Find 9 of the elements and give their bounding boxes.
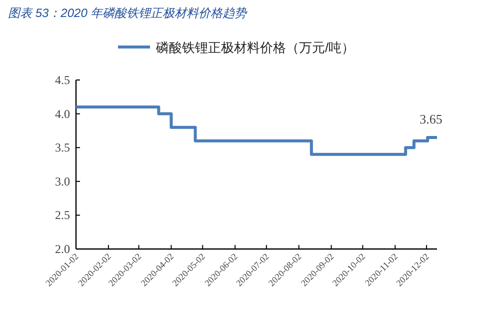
y-tick-label: 3.0 xyxy=(55,174,70,188)
y-tick-label: 2.0 xyxy=(55,242,70,256)
chart-title: 图表 53：2020 年磷酸铁锂正极材料价格趋势 xyxy=(8,6,248,20)
y-tick-label: 4.0 xyxy=(55,106,70,121)
annotation: 3.65 xyxy=(420,111,442,126)
y-tick-label: 4.5 xyxy=(55,73,70,87)
legend-label: 磷酸铁锂正极材料价格（万元/吨） xyxy=(155,40,355,55)
y-tick-label: 3.5 xyxy=(55,140,70,155)
y-tick-label: 2.5 xyxy=(55,208,70,222)
